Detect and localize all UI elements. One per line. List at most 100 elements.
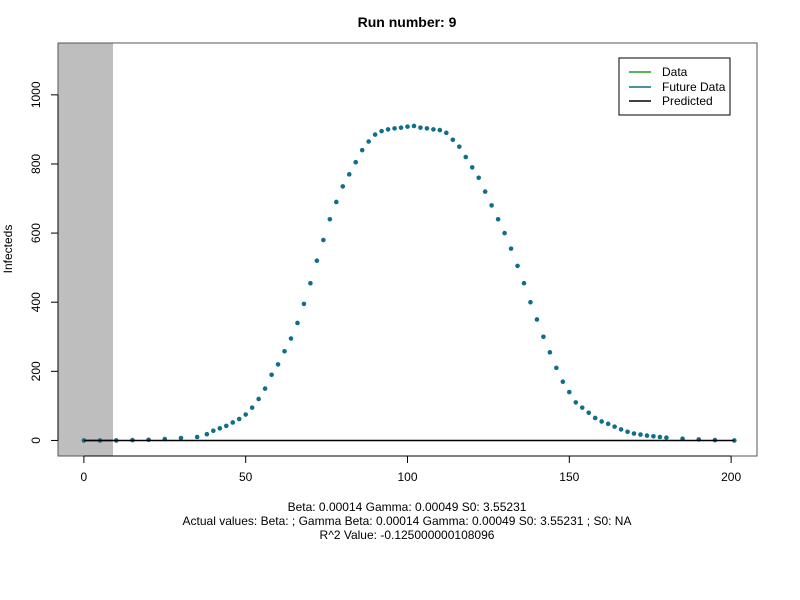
future-data-point xyxy=(411,123,417,129)
legend-label-future-data: Future Data xyxy=(662,80,726,94)
y-tick-label: 400 xyxy=(29,292,43,312)
future-data-point xyxy=(599,419,604,424)
future-data-point xyxy=(482,189,488,194)
future-data-point xyxy=(392,126,397,131)
future-data-point xyxy=(301,301,307,307)
y-tick-label: 0 xyxy=(29,437,43,444)
future-data-point xyxy=(625,429,630,435)
x-tick-label: 150 xyxy=(559,470,579,484)
footer-estimates: Beta: 0.00014 Gamma: 0.00049 S0: 3.55231 xyxy=(288,500,527,514)
y-axis-label: Infecteds xyxy=(1,225,15,274)
future-data-point xyxy=(547,350,553,355)
future-data-point xyxy=(204,431,210,437)
future-data-point xyxy=(275,362,281,367)
future-data-point xyxy=(515,263,520,269)
future-data-point xyxy=(437,127,443,133)
future-data-point xyxy=(489,203,494,208)
future-data-point xyxy=(340,184,346,189)
future-data-point xyxy=(359,147,365,153)
future-data-point xyxy=(567,389,572,395)
y-tick-label: 200 xyxy=(29,361,43,381)
shaded-region xyxy=(58,43,114,456)
future-data-point xyxy=(618,427,624,432)
future-data-point xyxy=(314,258,320,264)
x-axis: 0 50 100 150 200 xyxy=(81,455,741,484)
future-data-point xyxy=(366,139,371,144)
future-data-point xyxy=(450,137,456,143)
future-data-point xyxy=(638,432,643,437)
future-data-point xyxy=(217,426,223,431)
future-data-point xyxy=(560,379,566,384)
future-data-point xyxy=(256,396,261,402)
future-data-point xyxy=(495,216,501,222)
future-data-point xyxy=(178,435,184,441)
future-data-point xyxy=(573,400,579,405)
future-data-point xyxy=(508,246,514,251)
future-data-point xyxy=(502,230,507,236)
future-data-point xyxy=(269,372,274,378)
x-tick-label: 200 xyxy=(721,470,741,484)
future-data-point xyxy=(262,386,268,391)
future-data-point xyxy=(223,423,229,429)
future-data-point xyxy=(308,280,313,286)
future-data-point xyxy=(385,127,391,132)
future-data-point xyxy=(592,415,598,421)
future-data-point xyxy=(249,405,255,410)
future-data-point xyxy=(334,199,339,205)
future-data-point xyxy=(534,317,540,322)
future-data-point xyxy=(528,299,533,305)
future-data-point xyxy=(469,165,475,170)
future-data-point xyxy=(521,280,527,286)
future-data-point xyxy=(456,144,462,149)
future-data-point xyxy=(444,130,449,136)
future-data-point xyxy=(657,434,663,440)
y-tick-label: 1000 xyxy=(29,81,43,108)
future-data-point xyxy=(321,237,326,243)
legend: Data Future Data Predicted xyxy=(618,57,731,116)
future-data-point xyxy=(346,172,352,177)
future-data-point xyxy=(424,126,430,131)
y-tick-label: 800 xyxy=(29,154,43,174)
future-data-point xyxy=(579,405,585,410)
y-tick-label: 600 xyxy=(29,223,43,243)
future-data-point xyxy=(295,320,300,326)
future-data-point xyxy=(282,348,287,354)
future-data-point xyxy=(372,132,378,137)
future-data-point xyxy=(211,428,216,434)
x-tick-label: 50 xyxy=(239,470,253,484)
future-data-point xyxy=(236,416,242,422)
footer-r-squared: R^2 Value: -0.125000000108096 xyxy=(320,528,495,542)
future-data-point xyxy=(605,421,611,427)
future-data-point xyxy=(554,365,559,371)
future-data-point xyxy=(418,125,423,130)
future-data-point xyxy=(194,434,200,440)
future-data-point xyxy=(398,125,404,130)
legend-label-data: Data xyxy=(662,65,688,79)
x-tick-label: 100 xyxy=(397,470,417,484)
future-data-point xyxy=(353,159,359,165)
future-data-point xyxy=(631,431,637,436)
future-data-point xyxy=(644,433,650,438)
series-layer xyxy=(81,123,737,443)
future-data-point xyxy=(288,336,294,341)
future-data-point xyxy=(612,424,617,429)
future-data-point xyxy=(405,124,410,129)
future-data-point xyxy=(379,128,384,134)
future-data-point xyxy=(230,420,236,425)
future-data-point xyxy=(431,127,436,132)
future-data-point xyxy=(664,435,669,440)
future-data-point xyxy=(243,412,248,417)
future-data-point xyxy=(476,175,481,181)
y-axis: 0 200 400 600 800 1000 xyxy=(29,81,59,444)
shaded-region-rect xyxy=(58,43,114,456)
future-data-point xyxy=(541,334,546,340)
future-data-point xyxy=(651,434,656,439)
future-data-point xyxy=(463,154,469,160)
x-tick-label: 0 xyxy=(81,470,88,484)
chart-title: Run number: 9 xyxy=(358,14,457,30)
future-data-point xyxy=(327,216,333,222)
legend-label-predicted: Predicted xyxy=(662,94,713,108)
future-data-point xyxy=(586,410,592,416)
footer-actual-values: Actual values: Beta: ; Gamma Beta: 0.000… xyxy=(183,514,632,528)
